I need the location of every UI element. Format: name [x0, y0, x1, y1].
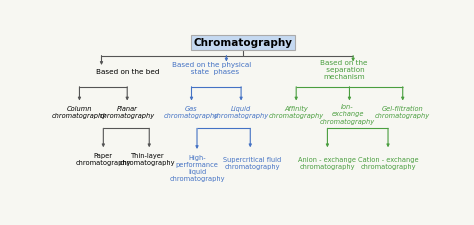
Text: Cation - exchange
chromatography: Cation - exchange chromatography: [358, 157, 419, 169]
Text: Based on the
 separation
mechanism: Based on the separation mechanism: [320, 60, 368, 80]
Text: Thin-layer
chromatography: Thin-layer chromatography: [119, 153, 175, 166]
Text: Liquid
chromatography: Liquid chromatography: [213, 106, 269, 119]
Text: Supercritical fluid
chromatography: Supercritical fluid chromatography: [223, 157, 281, 169]
Text: Ion-
exchange
chromatography: Ion- exchange chromatography: [320, 104, 375, 125]
Text: Anion - exchange
chromatography: Anion - exchange chromatography: [299, 157, 356, 169]
Text: Column
chromatography: Column chromatography: [52, 106, 107, 119]
Text: Chromatography: Chromatography: [193, 38, 292, 48]
Text: Planar
chromatography: Planar chromatography: [100, 106, 155, 119]
Text: Paper
chromatography: Paper chromatography: [75, 153, 131, 166]
Text: Gel-filtration
chromatography: Gel-filtration chromatography: [375, 106, 430, 119]
Text: Gas
chromatography: Gas chromatography: [164, 106, 219, 119]
Text: Based on the physical
   state  phases: Based on the physical state phases: [172, 62, 251, 75]
Text: Based on the bed: Based on the bed: [96, 69, 159, 75]
Text: Affinity
chromatography: Affinity chromatography: [269, 106, 324, 119]
Text: High-
performance
liquid
chromatography: High- performance liquid chromatography: [169, 155, 225, 182]
